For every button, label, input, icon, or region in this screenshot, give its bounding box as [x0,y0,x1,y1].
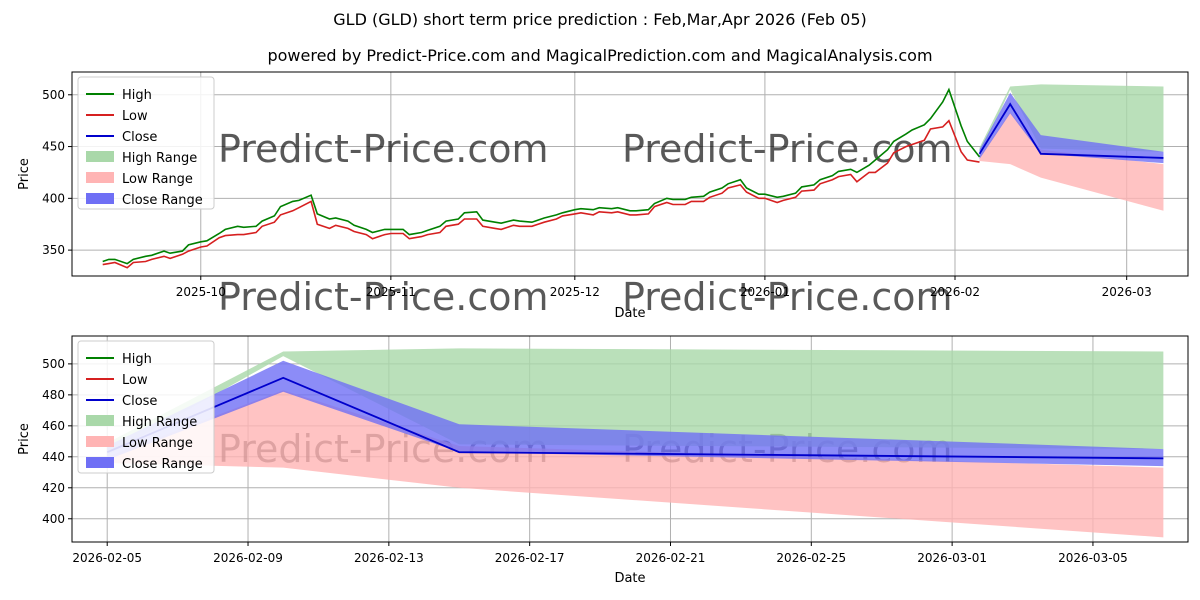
prediction-ytick-label: 400 [42,512,65,526]
prediction-legend-label: Close [122,394,157,409]
history-ytick-label: 400 [42,191,65,205]
prediction-legend: High Low Close High Range Low Range Close Ran… [77,340,215,474]
prediction-xtick-label: 2026-02-25 [776,551,846,565]
chart-title: GLD (GLD) short term price prediction : … [333,10,867,29]
history-legend-label: High [122,88,152,103]
prediction-xtick-label: 2026-02-05 [72,551,142,565]
history-legend-label: Low [122,109,148,124]
history-legend-swatch [86,172,114,183]
prediction-xtick-label: 2026-03-01 [917,551,987,565]
history-xtick-label: 2026-02 [930,285,980,299]
history-xtick-label: 2025-10 [176,285,226,299]
history-high-range [979,84,1164,156]
prediction-xtick-label: 2026-02-17 [495,551,565,565]
prediction-ytick-label: 480 [42,388,65,402]
history-xtick-label: 2026-03 [1102,285,1152,299]
history-legend: High Low Close High Range Low Range Close Ran… [77,76,215,210]
history-low-range [979,112,1164,211]
prediction-legend-swatch [86,415,114,426]
history-xaxis-label: Date [614,306,645,321]
chart-subtitle: powered by Predict-Price.com and Magical… [267,46,933,65]
history-close-range [979,92,1164,164]
history-legend-label: Close [122,130,157,145]
prediction-ytick-label: 460 [42,419,65,433]
history-xtick-label: 2025-12 [550,285,600,299]
prediction-close-range [107,360,1164,467]
prediction-xtick-label: 2026-02-21 [636,551,706,565]
prediction-ytick-label: 440 [42,450,65,464]
history-close-line [978,102,1164,159]
watermark-text: Predict-Price.com [622,275,953,319]
history-legend-label: Close Range [122,193,203,208]
history-legend-label: Low Range [122,172,193,187]
watermark-text: Predict-Price.com [218,127,549,171]
history-yaxis-label: Price [17,158,32,190]
prediction-xtick-label: 2026-02-09 [213,551,283,565]
history-legend-swatch [86,193,114,204]
watermark-text: Predict-Price.com [218,275,549,319]
history-xtick-label: 2025-11 [366,285,416,299]
prediction-legend-swatch [86,436,114,447]
prediction-legend-label: Low [122,373,148,388]
watermark-text: Predict-Price.com [622,127,953,171]
prediction-ytick-label: 420 [42,481,65,495]
history-xtick-label: 2026-01 [740,285,790,299]
prediction-xaxis-label: Date [614,571,645,586]
prediction-high-range [107,348,1164,456]
history-ytick-label: 450 [42,140,65,154]
prediction-legend-label: Close Range [122,457,203,472]
history-legend-swatch [86,151,114,162]
history-low-line [102,119,980,269]
history-ytick-label: 350 [42,243,65,257]
prediction-legend-swatch [86,457,114,468]
prediction-xtick-label: 2026-02-13 [354,551,424,565]
prediction-legend-label: High Range [122,415,197,430]
prediction-legend-label: High [122,352,152,367]
prediction-yaxis-label: Price [17,423,32,455]
prediction-legend-label: Low Range [122,436,193,451]
prediction-ytick-label: 500 [42,357,65,371]
history-ytick-label: 500 [42,88,65,102]
history-high-line [102,87,981,265]
prediction-xtick-label: 2026-03-05 [1058,551,1128,565]
prediction-low-range [107,390,1164,538]
history-legend-label: High Range [122,151,197,166]
history-plot-frame [71,71,1189,277]
prediction-plot-frame [71,335,1189,543]
